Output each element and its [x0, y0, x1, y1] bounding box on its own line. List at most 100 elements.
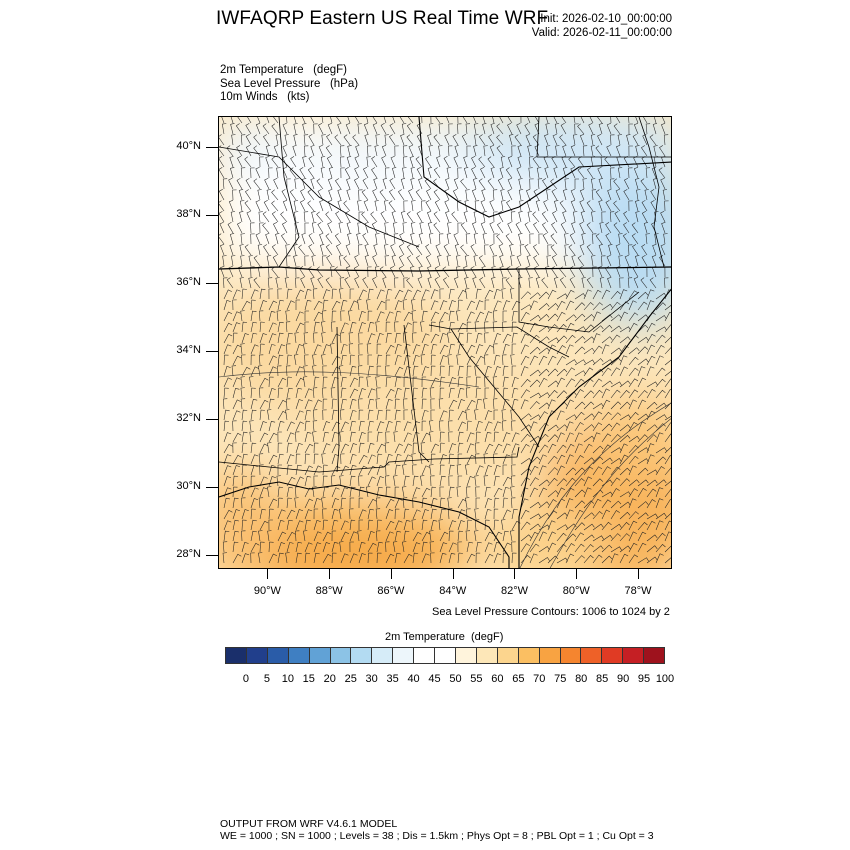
- wind-barb: [412, 442, 418, 454]
- wind-barb: [358, 332, 363, 344]
- wind-barb: [556, 390, 567, 399]
- wind-barb: [493, 531, 503, 542]
- wind-barb: [250, 487, 259, 498]
- wind-barb: [402, 464, 407, 476]
- wind-barb: [610, 546, 622, 553]
- wind-barb: [394, 398, 400, 410]
- wind-barb: [553, 117, 558, 124]
- wind-barb: [610, 134, 615, 146]
- wind-barb: [554, 200, 559, 212]
- wind-barb: [268, 476, 276, 487]
- wind-barb: [484, 531, 494, 542]
- wind-barb: [502, 443, 511, 454]
- wind-barb: [433, 189, 441, 201]
- wind-barb: [358, 322, 366, 333]
- wind-barb: [470, 244, 477, 256]
- latitude-label: 28°N: [176, 548, 201, 561]
- wind-barb: [664, 433, 671, 443]
- wind-barb: [447, 354, 452, 366]
- wind-barb: [448, 123, 453, 135]
- wind-barb: [358, 454, 368, 465]
- wind-barb: [222, 178, 228, 190]
- wind-barb: [439, 475, 446, 487]
- wind-barb: [628, 300, 637, 311]
- wind-barb: [318, 144, 324, 157]
- wind-barb: [448, 542, 457, 553]
- wind-barb: [473, 255, 478, 267]
- wind-barb: [628, 479, 640, 487]
- colorbar-swatch: [539, 648, 561, 663]
- wind-barb: [259, 520, 269, 531]
- wind-barb: [311, 255, 316, 267]
- wind-barb: [448, 420, 453, 432]
- wind-barb: [457, 410, 467, 421]
- wind-barb: [232, 311, 241, 322]
- wind-barb: [570, 166, 576, 179]
- wind-barb: [273, 178, 279, 190]
- wind-barb: [313, 399, 322, 410]
- wind-barb: [367, 310, 373, 322]
- wind-barb: [601, 399, 611, 410]
- wind-barb: [502, 476, 512, 487]
- wind-barb: [615, 188, 621, 201]
- colorbar-swatch: [518, 648, 540, 663]
- wind-barb: [241, 442, 248, 454]
- wind-barb: [421, 299, 426, 311]
- latitude-label: 34°N: [176, 344, 201, 356]
- wind-barb: [304, 498, 314, 509]
- wind-barb: [601, 499, 612, 509]
- wind-barbs: [219, 117, 671, 564]
- wind-barb: [313, 552, 320, 564]
- wind-barb: [491, 266, 496, 278]
- wind-barb: [241, 300, 251, 311]
- wind-barb: [262, 123, 270, 135]
- wind-barb: [276, 310, 282, 322]
- wind-barb: [372, 277, 378, 289]
- wind-barb: [354, 167, 360, 179]
- wind-barb: [339, 288, 344, 300]
- wind-barb: [406, 244, 414, 256]
- wind-barb: [538, 336, 550, 344]
- wind-barb: [427, 167, 433, 179]
- wind-barb: [259, 541, 265, 553]
- wind-barb: [574, 389, 584, 399]
- temperature-colorbar: [225, 647, 665, 664]
- wind-barb: [322, 289, 331, 300]
- wind-barb: [628, 412, 639, 421]
- wind-barb: [241, 288, 247, 300]
- wind-barb: [501, 409, 506, 421]
- wind-barb: [220, 265, 225, 278]
- wind-barb: [322, 443, 331, 454]
- wind-barb: [321, 332, 326, 344]
- wind-barb: [538, 291, 550, 300]
- wind-barb: [286, 332, 293, 344]
- wind-barb: [250, 475, 256, 487]
- wind-barb: [421, 310, 428, 322]
- wind-barb: [416, 255, 423, 267]
- wind-barb: [497, 222, 504, 234]
- wind-barb: [389, 178, 396, 190]
- wind-barb: [560, 222, 567, 234]
- wind-barb: [547, 443, 557, 454]
- wind-barb: [529, 334, 540, 344]
- wind-barb: [339, 475, 344, 487]
- wind-barb: [304, 145, 309, 157]
- wind-barb: [375, 134, 380, 146]
- wind-barb: [322, 475, 328, 487]
- wind-barb: [655, 553, 664, 564]
- wind-barb: [574, 443, 583, 454]
- wind-barb: [245, 123, 252, 135]
- wind-barb: [529, 477, 539, 487]
- wind-barb: [520, 498, 529, 509]
- wind-barb: [418, 233, 423, 245]
- wind-barb: [493, 300, 502, 311]
- wind-barb: [559, 134, 567, 146]
- longitude-tick: [267, 569, 269, 579]
- wind-barb: [592, 523, 604, 531]
- wind-barb: [429, 431, 434, 443]
- wind-barb: [637, 301, 648, 311]
- wind-barb: [265, 232, 270, 245]
- wind-barb: [641, 200, 648, 212]
- wind-barb: [295, 344, 304, 355]
- wind-barb: [547, 455, 558, 465]
